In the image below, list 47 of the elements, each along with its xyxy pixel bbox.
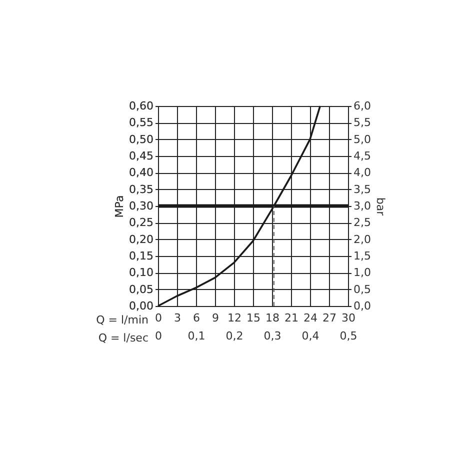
y2-tick-label: 4,5 xyxy=(354,150,371,162)
y2-tick-label: 4,0 xyxy=(354,166,371,180)
y2-tick-label: 1,0 xyxy=(354,266,371,280)
y2-tick-label: 1,5 xyxy=(354,250,371,262)
y-tick-label: 0,35 xyxy=(129,182,154,196)
y-tick-label: 0,00 xyxy=(129,300,154,312)
y2-tick-label: 5,0 xyxy=(354,132,371,146)
x2-tick-label: 0,5 xyxy=(340,330,358,342)
y-axis-title: MPa xyxy=(113,195,126,218)
y2-tick-label: 0,5 xyxy=(354,282,371,296)
y-tick-label: 0,05 xyxy=(129,282,154,296)
x2-tick-label: 0,4 xyxy=(302,330,320,342)
y-tick-label: 0,20 xyxy=(129,232,154,246)
x-tick-label: 27 xyxy=(322,312,336,324)
y2-tick-label: 3,0 xyxy=(354,200,371,212)
x2-tick-label: 0,2 xyxy=(226,330,244,342)
x2-tick-label: 0,3 xyxy=(264,330,282,342)
y2-tick-label: 0,0 xyxy=(354,300,371,312)
y-tick-label: 0,30 xyxy=(129,200,154,212)
y2-tick-label: 2,5 xyxy=(354,216,371,230)
y2-tick-label: 3,5 xyxy=(354,182,371,196)
x2-tick-label: 0,1 xyxy=(188,330,206,342)
y2-tick-label: 5,5 xyxy=(354,116,371,130)
y-tick-label: 0,15 xyxy=(129,250,154,262)
x-tick-label: 30 xyxy=(342,312,356,324)
y-tick-label: 0,25 xyxy=(129,216,154,230)
x-tick-label: 0 xyxy=(155,312,162,324)
x-tick-label: 21 xyxy=(284,312,298,324)
y2-tick-label: 6,0 xyxy=(354,100,371,112)
x-tick-label: 15 xyxy=(246,312,260,324)
x-tick-label: 24 xyxy=(304,312,318,324)
y-tick-label: 0,55 xyxy=(129,116,154,130)
x-tick-label: 3 xyxy=(174,312,181,324)
x2-tick-label: 0 xyxy=(155,330,162,342)
y2-axis-title: bar xyxy=(374,197,387,216)
y-tick-label: 0,45 xyxy=(129,150,154,162)
x-tick-label: 12 xyxy=(228,312,242,324)
x-tick-label: 9 xyxy=(212,312,219,324)
x-tick-label: 18 xyxy=(266,312,280,324)
y2-tick-label: 2,0 xyxy=(354,232,371,246)
y-tick-label: 0,60 xyxy=(129,100,154,112)
x-axis-title: Q = l/min xyxy=(96,314,149,326)
x2-axis-title: Q = l/sec xyxy=(98,332,148,344)
y-tick-label: 0,40 xyxy=(129,166,154,180)
y-tick-label: 0,50 xyxy=(129,132,154,146)
y-tick-label: 0,10 xyxy=(129,266,154,280)
x-tick-label: 6 xyxy=(193,312,200,324)
